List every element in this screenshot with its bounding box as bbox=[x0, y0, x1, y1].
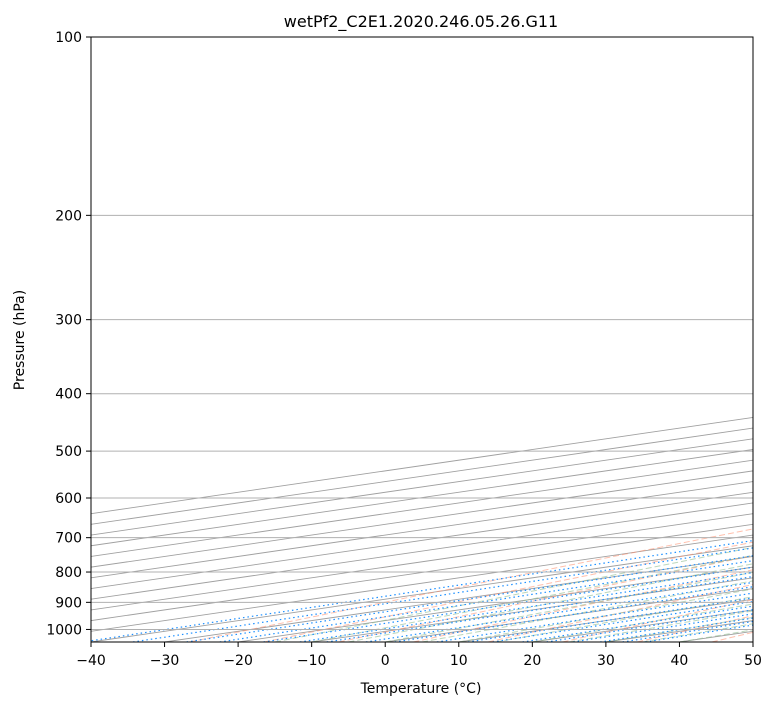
isotherm-line bbox=[91, 481, 753, 579]
x-tick-label: 30 bbox=[597, 653, 615, 669]
plot-frame bbox=[90, 36, 754, 643]
y-axis-ticks: 100 200 300 400 500 600 700 800 900 1000 bbox=[46, 30, 91, 638]
mixing-ratio-line bbox=[132, 547, 753, 642]
mixing-ratio-line bbox=[186, 555, 753, 642]
y-tick-label: 900 bbox=[55, 595, 82, 611]
y-tick-label: 500 bbox=[55, 444, 82, 460]
isotherm-line bbox=[91, 534, 753, 632]
y-tick-label: 400 bbox=[55, 387, 82, 403]
y-tick-label: 600 bbox=[55, 491, 82, 507]
isotherm-line bbox=[91, 470, 753, 568]
mixing-ratio-line bbox=[492, 600, 753, 642]
moist-adiabat-line bbox=[385, 571, 753, 642]
mixing-ratio-line bbox=[573, 613, 753, 642]
moist-adiabat-line bbox=[458, 588, 753, 642]
x-tick-label: 50 bbox=[744, 653, 762, 669]
mixing-ratio-line bbox=[91, 539, 753, 642]
isotherm-line bbox=[91, 491, 753, 589]
y-tick-label: 200 bbox=[55, 208, 82, 224]
x-tick-label: −40 bbox=[76, 653, 106, 669]
x-tick-label: 10 bbox=[450, 653, 468, 669]
y-tick-label: 100 bbox=[55, 30, 82, 46]
isotherm-line bbox=[91, 513, 753, 611]
y-axis-label: Pressure (hPa) bbox=[12, 290, 28, 390]
y-tick-label: 800 bbox=[55, 565, 82, 581]
mixing-ratio-line bbox=[522, 605, 753, 642]
isotherm-line bbox=[91, 459, 753, 557]
x-tick-label: 20 bbox=[523, 653, 541, 669]
x-tick-label: 0 bbox=[381, 653, 390, 669]
chart-title: wetPf2_C2E1.2020.246.05.26.G11 bbox=[284, 12, 558, 32]
background-lines bbox=[91, 416, 753, 642]
isotherm-line bbox=[91, 449, 753, 547]
moist-adiabat-line bbox=[274, 546, 753, 642]
x-tick-label: 40 bbox=[671, 653, 689, 669]
y-tick-label: 700 bbox=[55, 531, 82, 547]
y-tick-label: 1000 bbox=[46, 622, 82, 638]
x-axis-label: Temperature (°C) bbox=[360, 681, 482, 697]
x-tick-label: −30 bbox=[150, 653, 180, 669]
x-tick-label: −10 bbox=[297, 653, 327, 669]
mixing-ratio-line bbox=[546, 609, 753, 642]
gridlines bbox=[91, 37, 753, 630]
moist-adiabat-line bbox=[311, 554, 753, 642]
x-tick-label: −20 bbox=[223, 653, 253, 669]
y-tick-label: 300 bbox=[55, 313, 82, 329]
isotherm-line bbox=[91, 523, 753, 622]
x-axis-ticks: −40 −30 −20 −10 0 10 20 30 40 50 bbox=[76, 642, 762, 669]
isotherm-line bbox=[91, 502, 753, 600]
